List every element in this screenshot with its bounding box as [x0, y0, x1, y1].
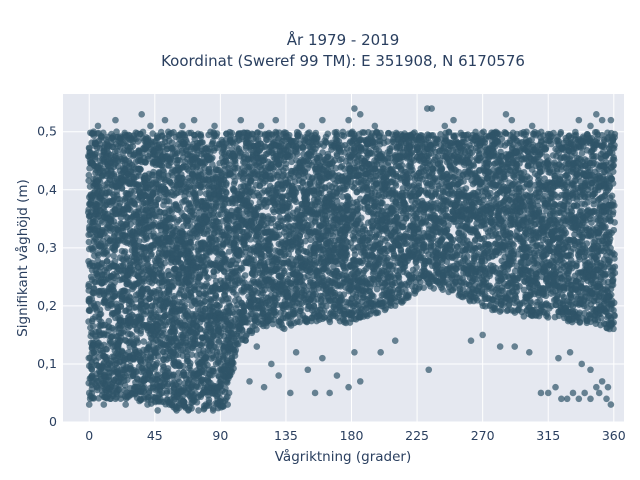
data-point [127, 220, 134, 228]
data-point [85, 307, 93, 314]
data-point [127, 206, 134, 214]
data-point [85, 177, 92, 184]
data-point [97, 184, 104, 191]
data-point [90, 395, 97, 402]
data-point [110, 171, 118, 178]
data-point [110, 252, 117, 260]
chart-title: År 1979 - 2019 [287, 30, 400, 49]
data-point [202, 354, 209, 361]
data-point [186, 359, 194, 367]
data-point [103, 354, 111, 361]
data-point [247, 199, 255, 207]
data-point [291, 195, 299, 203]
data-point [253, 326, 260, 333]
data-point [301, 215, 309, 222]
data-point [116, 199, 124, 207]
data-point [118, 185, 126, 192]
data-point [281, 325, 288, 333]
data-point [113, 128, 120, 136]
data-point [241, 272, 249, 279]
data-point [197, 132, 204, 139]
data-point [135, 238, 143, 245]
data-point [105, 317, 113, 325]
data-point [228, 324, 236, 332]
data-point [202, 267, 209, 274]
data-point [126, 293, 133, 301]
data-point [92, 149, 100, 157]
data-point [85, 171, 93, 179]
data-point [91, 278, 98, 286]
data-point [223, 179, 230, 187]
data-point [89, 322, 97, 330]
data-point [222, 256, 229, 263]
data-point [102, 295, 109, 303]
data-point [121, 248, 129, 255]
data-point [128, 332, 136, 339]
chart-subtitle: Koordinat (Sweref 99 TM): E 351908, N 61… [161, 52, 525, 70]
data-point [223, 189, 230, 197]
data-point [116, 314, 124, 321]
data-point [171, 328, 179, 335]
data-point [148, 250, 155, 258]
data-point [96, 178, 104, 186]
data-point [91, 217, 99, 225]
data-point [135, 172, 143, 179]
data-point [100, 129, 107, 137]
data-point [134, 339, 142, 346]
data-point [238, 265, 246, 272]
data-point [199, 139, 206, 146]
data-point [169, 283, 176, 291]
data-point [94, 300, 101, 308]
data-point [103, 345, 111, 353]
data-point [137, 165, 144, 173]
data-point [155, 195, 162, 203]
data-point [209, 154, 216, 162]
data-point [212, 132, 220, 140]
data-point [295, 129, 302, 137]
data-point [114, 386, 122, 394]
data-point [111, 258, 119, 265]
data-point [270, 215, 277, 223]
data-point [115, 308, 122, 315]
data-point [85, 238, 93, 246]
data-point [212, 295, 220, 302]
data-point [109, 283, 117, 290]
data-points [84, 105, 619, 414]
data-point [113, 188, 121, 195]
data-point [231, 157, 239, 165]
data-point [267, 242, 274, 250]
data-point [85, 144, 93, 152]
data-point [134, 138, 142, 145]
data-point [178, 170, 185, 178]
data-point [121, 382, 129, 389]
data-point [88, 366, 96, 373]
data-point [127, 298, 135, 306]
data-point [97, 310, 105, 318]
data-point [90, 289, 97, 296]
data-point [104, 251, 111, 259]
